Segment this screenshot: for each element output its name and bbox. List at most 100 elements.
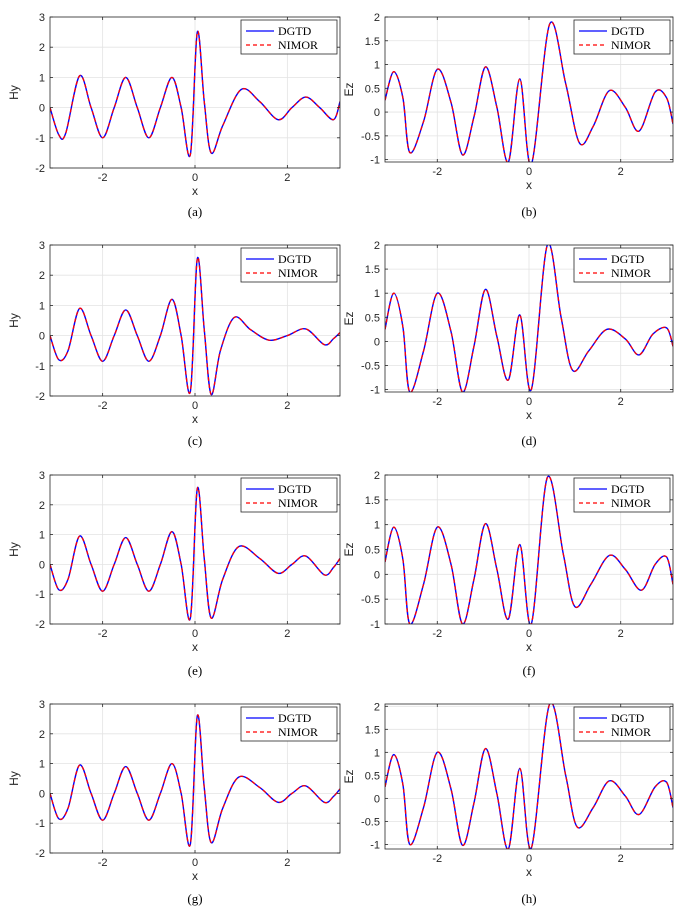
x-tick-label: 0: [192, 628, 198, 640]
y-tick-label: -2: [35, 619, 45, 631]
y-tick-label: 0: [39, 103, 45, 115]
panel-caption: (e): [188, 663, 202, 678]
y-tick-label: 1.5: [365, 264, 380, 276]
series-line-nimor: [50, 714, 340, 847]
x-tick-label: -2: [98, 857, 108, 869]
y-axis-label: Hy: [7, 771, 21, 786]
y-tick-label: 1: [39, 300, 45, 312]
legend-label-nimor: NIMOR: [611, 266, 651, 280]
y-tick-label: 1: [374, 747, 380, 759]
legend-label-dgtd: DGTD: [611, 711, 645, 725]
x-tick-label: 2: [618, 853, 624, 865]
x-axis-label: x: [526, 640, 532, 654]
y-tick-label: 1: [374, 520, 380, 532]
x-axis-label: x: [526, 865, 532, 879]
y-tick-label: -1: [370, 385, 380, 397]
y-tick-label: 2: [374, 12, 380, 24]
y-tick-label: -0.5: [361, 816, 380, 828]
y-tick-label: 2: [39, 42, 45, 54]
legend-box: [240, 477, 338, 513]
y-axis-label: Hy: [7, 313, 21, 328]
x-tick-label: 2: [284, 628, 290, 640]
legend-box: [240, 19, 338, 55]
legend-label-nimor: NIMOR: [611, 38, 651, 52]
series-line-dgtd: [385, 704, 673, 849]
legend-box: [573, 706, 671, 742]
legend-label-dgtd: DGTD: [278, 482, 312, 496]
legend-box: [573, 19, 671, 55]
x-tick-label: 0: [192, 400, 198, 412]
y-tick-label: -0.5: [361, 131, 380, 143]
x-tick-label: 0: [526, 628, 532, 640]
y-tick-label: 2: [39, 270, 45, 282]
legend-box: [573, 477, 671, 513]
series-line-nimor: [385, 21, 673, 162]
y-tick-label: 3: [39, 12, 45, 24]
y-tick-label: 2: [39, 500, 45, 512]
x-axis-label: x: [192, 869, 198, 883]
legend-box: [240, 247, 338, 283]
legend-label-nimor: NIMOR: [611, 725, 651, 739]
series-line-dgtd: [50, 30, 340, 158]
legend-label-nimor: NIMOR: [278, 38, 318, 52]
y-tick-label: 2: [374, 701, 380, 713]
y-tick-label: -2: [35, 848, 45, 860]
x-tick-label: 0: [192, 172, 198, 184]
x-tick-label: -2: [98, 628, 108, 640]
y-tick-label: 1: [374, 60, 380, 72]
y-tick-label: 0: [39, 788, 45, 800]
x-tick-label: 0: [526, 853, 532, 865]
legend-label-nimor: NIMOR: [611, 496, 651, 510]
legend-label-dgtd: DGTD: [611, 482, 645, 496]
series-line-nimor: [50, 256, 340, 396]
y-tick-label: 3: [39, 699, 45, 711]
x-tick-label: 2: [284, 400, 290, 412]
y-axis-label: Hy: [7, 85, 21, 100]
legend-label-dgtd: DGTD: [278, 24, 312, 38]
legend-label-nimor: NIMOR: [278, 496, 318, 510]
y-tick-label: 0.5: [365, 312, 380, 324]
y-axis-label: Ez: [342, 311, 356, 325]
y-tick-label: 3: [39, 470, 45, 482]
x-axis-label: x: [192, 640, 198, 654]
y-tick-label: 1.5: [365, 495, 380, 507]
y-tick-label: -0.5: [361, 594, 380, 606]
series-line-nimor: [50, 486, 340, 621]
x-axis-label: x: [192, 412, 198, 426]
legend-label-dgtd: DGTD: [278, 252, 312, 266]
y-tick-label: 1: [39, 530, 45, 542]
y-axis-label: Ez: [342, 542, 356, 556]
x-axis-label: x: [526, 408, 532, 422]
y-tick-label: 2: [374, 240, 380, 252]
legend-label-dgtd: DGTD: [611, 252, 645, 266]
x-tick-label: 2: [618, 396, 624, 408]
y-tick-label: 3: [39, 240, 45, 252]
y-axis-label: Ez: [342, 82, 356, 96]
y-axis-label: Ez: [342, 769, 356, 783]
x-tick-label: -2: [98, 172, 108, 184]
y-axis-label: Hy: [7, 542, 21, 557]
x-tick-label: 2: [618, 166, 624, 178]
x-tick-label: 2: [618, 628, 624, 640]
legend-label-nimor: NIMOR: [278, 266, 318, 280]
x-tick-label: 0: [526, 396, 532, 408]
y-tick-label: 1.5: [365, 724, 380, 736]
y-tick-label: 1.5: [365, 36, 380, 48]
y-tick-label: -0.5: [361, 360, 380, 372]
x-axis-label: x: [192, 184, 198, 198]
y-tick-label: -1: [35, 133, 45, 145]
y-tick-label: 2: [374, 470, 380, 482]
x-axis-label: x: [526, 178, 532, 192]
